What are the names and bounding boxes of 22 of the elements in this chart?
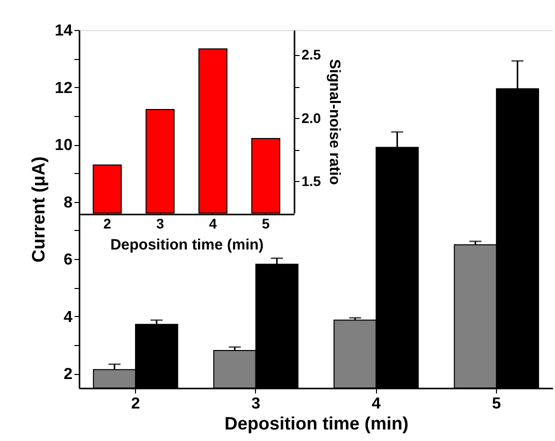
x-tick-label: 2 — [103, 216, 112, 232]
x-tick-label: 2 — [131, 396, 140, 412]
x-tick-label: 3 — [156, 216, 164, 232]
y-tick-label: 14 — [54, 22, 73, 40]
y-tick-label: 6 — [64, 252, 73, 269]
x-tick-label: 5 — [492, 396, 502, 412]
x-tick-label: 5 — [262, 216, 270, 232]
x-tick-label: 4 — [372, 396, 381, 412]
y-tick-label: 8 — [64, 194, 73, 212]
x-tick-label: 4 — [209, 216, 218, 232]
y-tick-label: 10 — [54, 137, 73, 154]
x-tick-label: 3 — [251, 396, 260, 412]
y2-tick-label: 2.0 — [302, 110, 322, 126]
x-axis-title: Deposition time (min) — [110, 236, 264, 254]
y-tick-label: 12 — [54, 80, 73, 97]
y-axis-title: Current (μA) — [28, 156, 49, 263]
y2-tick-label: 2.5 — [302, 46, 322, 63]
y-tick-label: 4 — [64, 308, 73, 326]
y2-axis-title: Signal-noise ratio — [326, 59, 343, 185]
x-axis-title: Deposition time (min) — [224, 414, 409, 434]
y2-tick-label: 1.5 — [302, 172, 322, 189]
y-tick-label: 2 — [64, 366, 73, 384]
